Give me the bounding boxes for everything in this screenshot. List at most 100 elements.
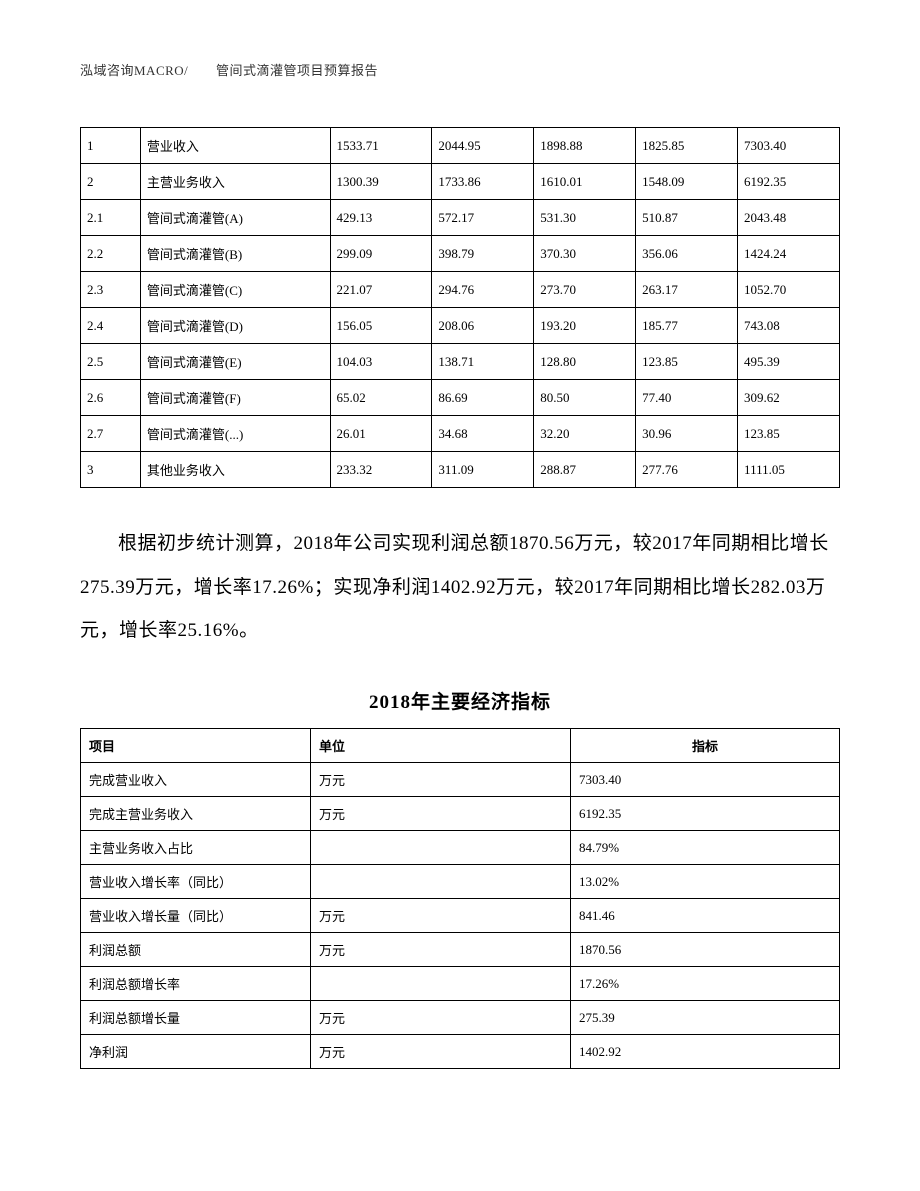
table-cell: 管间式滴灌管(D) — [140, 308, 330, 344]
table-cell: 2.1 — [81, 200, 141, 236]
table-row: 2.4管间式滴灌管(D)156.05208.06193.20185.77743.… — [81, 308, 840, 344]
table-cell: 138.71 — [432, 344, 534, 380]
summary-paragraph: 根据初步统计测算，2018年公司实现利润总额1870.56万元，较2017年同期… — [80, 522, 840, 653]
table-row: 2.6管间式滴灌管(F)65.0286.6980.5077.40309.62 — [81, 380, 840, 416]
table-cell: 86.69 — [432, 380, 534, 416]
table-cell: 429.13 — [330, 200, 432, 236]
table-cell: 288.87 — [534, 452, 636, 488]
revenue-table-body: 1营业收入1533.712044.951898.881825.857303.40… — [81, 128, 840, 488]
table-cell — [311, 865, 571, 899]
indicator-header-row: 项目 单位 指标 — [81, 729, 840, 763]
table-row: 完成营业收入万元7303.40 — [81, 763, 840, 797]
table-cell: 万元 — [311, 797, 571, 831]
table-cell: 1733.86 — [432, 164, 534, 200]
table-row: 2.5管间式滴灌管(E)104.03138.71128.80123.85495.… — [81, 344, 840, 380]
table-row: 净利润万元1402.92 — [81, 1035, 840, 1069]
table-cell: 3 — [81, 452, 141, 488]
table-cell: 其他业务收入 — [140, 452, 330, 488]
table-cell: 311.09 — [432, 452, 534, 488]
table-cell: 2043.48 — [738, 200, 840, 236]
table-cell: 743.08 — [738, 308, 840, 344]
table-cell: 管间式滴灌管(A) — [140, 200, 330, 236]
table-cell: 1402.92 — [571, 1035, 840, 1069]
table-cell: 17.26% — [571, 967, 840, 1001]
table-cell: 主营业务收入占比 — [81, 831, 311, 865]
table-cell: 万元 — [311, 933, 571, 967]
table-cell: 531.30 — [534, 200, 636, 236]
table-cell: 1548.09 — [636, 164, 738, 200]
table-cell: 841.46 — [571, 899, 840, 933]
table-cell: 275.39 — [571, 1001, 840, 1035]
table-cell: 营业收入增长量（同比） — [81, 899, 311, 933]
table-row: 2.1管间式滴灌管(A)429.13572.17531.30510.872043… — [81, 200, 840, 236]
table-cell: 完成营业收入 — [81, 763, 311, 797]
table-cell — [311, 831, 571, 865]
table-cell: 万元 — [311, 1035, 571, 1069]
table-cell: 1052.70 — [738, 272, 840, 308]
table-cell: 1111.05 — [738, 452, 840, 488]
table-cell: 2.2 — [81, 236, 141, 272]
table-cell: 309.62 — [738, 380, 840, 416]
table-cell: 6192.35 — [738, 164, 840, 200]
table-cell: 1870.56 — [571, 933, 840, 967]
table-cell: 299.09 — [330, 236, 432, 272]
table-cell: 6192.35 — [571, 797, 840, 831]
table-row: 营业收入增长量（同比）万元841.46 — [81, 899, 840, 933]
table-cell: 万元 — [311, 899, 571, 933]
table-cell: 利润总额增长量 — [81, 1001, 311, 1035]
table-cell: 1300.39 — [330, 164, 432, 200]
table-row: 1营业收入1533.712044.951898.881825.857303.40 — [81, 128, 840, 164]
table-cell: 7303.40 — [738, 128, 840, 164]
table-cell: 7303.40 — [571, 763, 840, 797]
table-cell: 156.05 — [330, 308, 432, 344]
table-cell: 294.76 — [432, 272, 534, 308]
table-row: 利润总额增长量万元275.39 — [81, 1001, 840, 1035]
table-cell: 1898.88 — [534, 128, 636, 164]
table-cell — [311, 967, 571, 1001]
table-row: 利润总额增长率17.26% — [81, 967, 840, 1001]
table-cell: 管间式滴灌管(B) — [140, 236, 330, 272]
table-cell: 主营业务收入 — [140, 164, 330, 200]
table-row: 营业收入增长率（同比）13.02% — [81, 865, 840, 899]
table-cell: 370.30 — [534, 236, 636, 272]
header-title: 管间式滴灌管项目预算报告 — [216, 63, 378, 78]
table-row: 3其他业务收入233.32311.09288.87277.761111.05 — [81, 452, 840, 488]
table-cell: 2044.95 — [432, 128, 534, 164]
table-cell: 80.50 — [534, 380, 636, 416]
table-cell: 完成主营业务收入 — [81, 797, 311, 831]
table-cell: 万元 — [311, 763, 571, 797]
indicator-table-body: 完成营业收入万元7303.40完成主营业务收入万元6192.35主营业务收入占比… — [81, 763, 840, 1069]
table-cell: 572.17 — [432, 200, 534, 236]
table-cell: 510.87 — [636, 200, 738, 236]
table-cell: 123.85 — [636, 344, 738, 380]
header-company: 泓域咨询MACRO/ — [80, 63, 188, 78]
table-cell: 65.02 — [330, 380, 432, 416]
table-cell: 万元 — [311, 1001, 571, 1035]
table-cell: 233.32 — [330, 452, 432, 488]
table-cell: 净利润 — [81, 1035, 311, 1069]
table-row: 2.3管间式滴灌管(C)221.07294.76273.70263.171052… — [81, 272, 840, 308]
table-cell: 2.7 — [81, 416, 141, 452]
table-cell: 32.20 — [534, 416, 636, 452]
table-cell: 356.06 — [636, 236, 738, 272]
page-header: 泓域咨询MACRO/ 管间式滴灌管项目预算报告 — [80, 60, 840, 79]
table-cell: 2.3 — [81, 272, 141, 308]
table-cell: 管间式滴灌管(E) — [140, 344, 330, 380]
table-cell: 495.39 — [738, 344, 840, 380]
table-cell: 221.07 — [330, 272, 432, 308]
table-cell: 30.96 — [636, 416, 738, 452]
table-cell: 2.6 — [81, 380, 141, 416]
table-cell: 77.40 — [636, 380, 738, 416]
table-cell: 34.68 — [432, 416, 534, 452]
table-cell: 273.70 — [534, 272, 636, 308]
table-cell: 1825.85 — [636, 128, 738, 164]
table-cell: 84.79% — [571, 831, 840, 865]
table-cell: 123.85 — [738, 416, 840, 452]
table-row: 主营业务收入占比 84.79% — [81, 831, 840, 865]
table-cell: 185.77 — [636, 308, 738, 344]
table-cell: 1533.71 — [330, 128, 432, 164]
revenue-table: 1营业收入1533.712044.951898.881825.857303.40… — [80, 127, 840, 488]
table-cell: 13.02% — [571, 865, 840, 899]
indicator-section-title: 2018年主要经济指标 — [80, 687, 840, 714]
indicator-table: 项目 单位 指标 完成营业收入万元7303.40完成主营业务收入万元6192.3… — [80, 728, 840, 1069]
